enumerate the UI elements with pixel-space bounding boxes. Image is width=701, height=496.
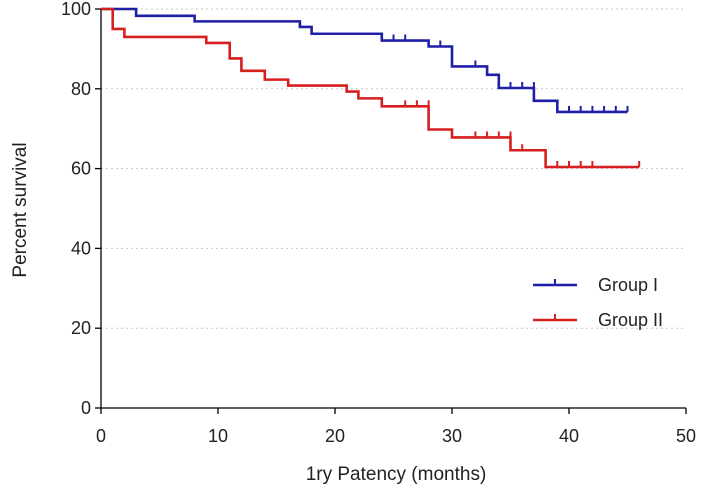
x-tick-label: 0 xyxy=(96,426,106,446)
x-tick-label: 20 xyxy=(325,426,345,446)
x-axis-title: 1ry Patency (months) xyxy=(306,464,487,485)
y-axis-title: Percent survival xyxy=(10,142,31,277)
x-tick-label: 40 xyxy=(559,426,579,446)
legend-label: Group II xyxy=(598,310,663,330)
legend-label: Group I xyxy=(598,275,658,295)
y-tick-label: 100 xyxy=(61,0,91,19)
series-line-1 xyxy=(101,7,628,114)
y-tick-label: 80 xyxy=(71,79,91,99)
series-group xyxy=(101,7,641,169)
x-tick-label: 30 xyxy=(442,426,462,446)
y-tick-label: 60 xyxy=(71,159,91,179)
y-tick-label: 0 xyxy=(81,398,91,418)
legend: Group I Group II xyxy=(533,275,663,330)
y-tick-label: 40 xyxy=(71,238,91,258)
x-tick-label: 10 xyxy=(208,426,228,446)
x-tick-label: 50 xyxy=(676,426,696,446)
axes: 0 20 40 60 80 100 0 10 20 30 40 50 xyxy=(61,0,696,446)
y-tick-label: 20 xyxy=(71,318,91,338)
